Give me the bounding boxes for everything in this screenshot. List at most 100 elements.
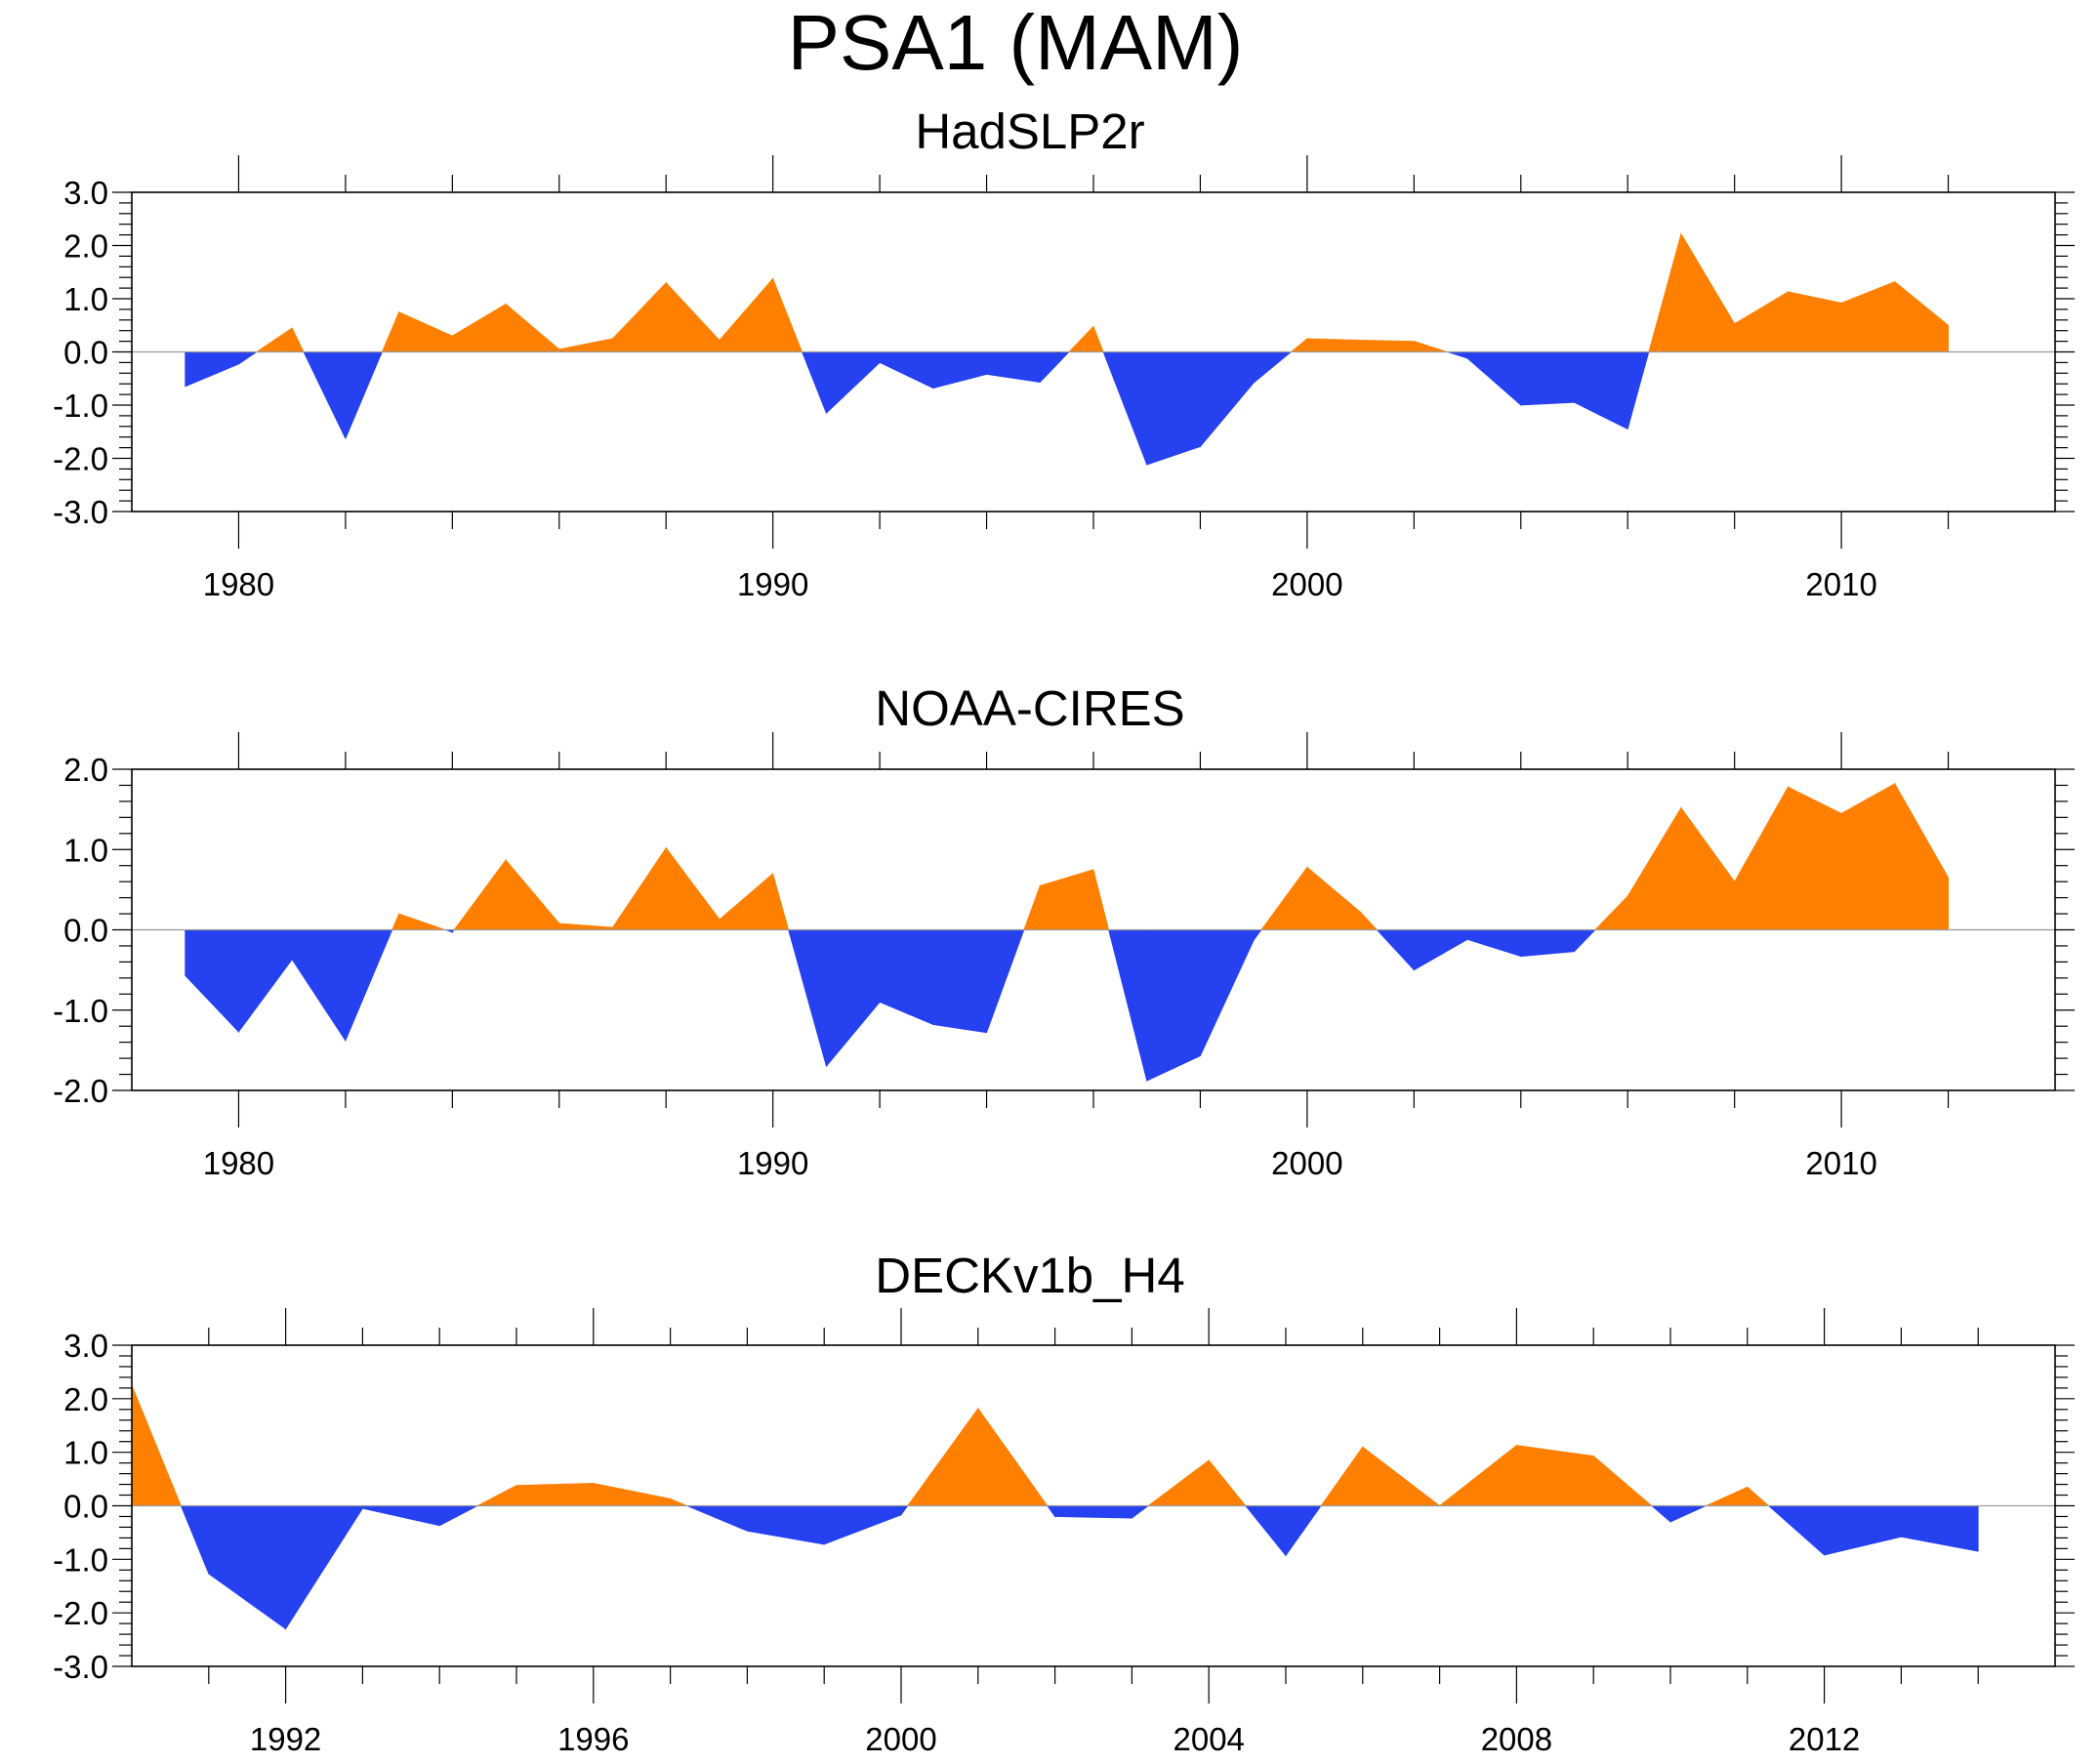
panel-title-hadslp2r: HadSLP2r	[915, 103, 1145, 159]
area-segment-positive	[398, 311, 453, 352]
y-tick-label: 1.0	[63, 281, 108, 317]
x-tick-label: 2008	[1481, 1721, 1552, 1757]
area-segment-negative	[1520, 351, 1575, 406]
area-segment-negative	[185, 351, 239, 388]
y-tick-label: -1.0	[53, 1541, 108, 1578]
y-tick-label: 3.0	[63, 175, 108, 211]
area-segment-positive	[1747, 1486, 1770, 1506]
area-segment-negative	[801, 351, 827, 414]
area-segment-positive	[772, 278, 803, 352]
x-tick-label: 2010	[1805, 1145, 1876, 1181]
panel-title-noaa-cires: NOAA-CIRES	[875, 680, 1185, 736]
area-segment-negative	[747, 1505, 825, 1545]
area-segment-positive	[1680, 806, 1736, 930]
area-segment-positive	[906, 1407, 979, 1506]
area-segment-positive	[1787, 291, 1842, 352]
area-segment-negative	[1376, 929, 1415, 971]
area-segment-negative	[1200, 929, 1255, 1056]
area-segment-positive	[719, 277, 774, 352]
x-tick-label: 2000	[1271, 1145, 1342, 1181]
area-segment-negative	[1574, 929, 1596, 953]
x-tick-label: 2000	[1271, 566, 1342, 602]
x-tick-label: 1990	[737, 1145, 808, 1181]
area-segment-negative	[1146, 929, 1201, 1082]
x-tick-label: 2004	[1173, 1721, 1244, 1757]
y-tick-label: -2.0	[53, 1073, 108, 1109]
x-tick-label: 1990	[737, 566, 808, 602]
area-segment-negative	[686, 1505, 748, 1532]
area-segment-negative	[238, 929, 293, 1034]
area-segment-negative	[361, 1505, 440, 1527]
area-segment-positive	[1039, 869, 1094, 930]
area-segment-positive	[1068, 325, 1094, 352]
area-segment-negative	[932, 929, 987, 1034]
area-segment-positive	[1840, 783, 1896, 930]
area-segment-positive	[558, 338, 613, 352]
area-segment-positive	[1306, 866, 1362, 930]
area-segment-positive	[505, 303, 560, 352]
x-tick-label: 1980	[203, 566, 274, 602]
area-segment-negative	[1285, 1505, 1322, 1557]
area-segment-negative	[1574, 351, 1628, 431]
area-segment-positive	[665, 846, 721, 930]
area-segment-negative	[986, 929, 1025, 1033]
area-segment-positive	[1734, 291, 1789, 352]
area-segment-negative	[825, 929, 881, 1068]
area-segment-positive	[1438, 1444, 1517, 1506]
area-segment-positive	[505, 858, 560, 930]
x-tick-label: 1996	[557, 1721, 629, 1757]
area-segment-negative	[825, 351, 881, 415]
area-segment-positive	[1092, 326, 1104, 352]
area-segment-negative	[1413, 929, 1468, 971]
y-tick-label: 2.0	[63, 1381, 108, 1417]
area-segment-negative	[291, 929, 347, 1043]
y-tick-label: 2.0	[63, 228, 108, 265]
area-segment-positive	[1260, 866, 1308, 930]
area-segment-positive	[451, 303, 507, 352]
y-tick-label: -2.0	[53, 1595, 108, 1631]
area-segment-negative	[1466, 929, 1522, 958]
area-segment-positive	[515, 1483, 595, 1506]
area-segment-positive	[612, 846, 667, 930]
area-segment-positive	[1320, 1445, 1364, 1506]
area-segment-positive	[1360, 911, 1379, 930]
x-tick-label: 2012	[1789, 1721, 1860, 1757]
area-segment-positive	[665, 281, 721, 352]
area-segment-negative	[1039, 351, 1070, 384]
area-segment-negative	[1108, 929, 1148, 1082]
area-segment-negative	[1102, 351, 1148, 466]
y-tick-label: -3.0	[53, 494, 108, 530]
area-segment-negative	[1901, 1505, 1979, 1552]
area-segment-positive	[1092, 869, 1110, 930]
area-segment-negative	[1447, 351, 1468, 359]
area-segment-positive	[977, 1407, 1049, 1506]
area-segment-positive	[1413, 341, 1448, 352]
area-segment-positive	[1290, 338, 1308, 352]
area-segment-negative	[1253, 351, 1293, 384]
y-tick-label: 3.0	[63, 1328, 108, 1364]
y-tick-label: 0.0	[63, 335, 108, 371]
area-segment-negative	[986, 351, 1041, 384]
y-tick-label: -1.0	[53, 993, 108, 1029]
panel-title-deckv1b-h4: DECKv1b_H4	[875, 1248, 1185, 1303]
area-segment-negative	[345, 929, 393, 1042]
y-tick-label: 1.0	[63, 832, 108, 868]
area-segment-positive	[1516, 1445, 1594, 1506]
area-segment-negative	[285, 1505, 363, 1630]
area-segment-negative	[823, 1505, 902, 1545]
area-segment-positive	[1894, 280, 1949, 352]
area-segment-positive	[1648, 233, 1682, 352]
area-segment-positive	[1360, 340, 1415, 352]
area-segment-positive	[1593, 894, 1628, 930]
area-segment-positive	[255, 327, 293, 352]
area-segment-negative	[788, 929, 827, 1067]
area-segment-positive	[558, 923, 613, 930]
area-segment-negative	[1650, 1505, 1671, 1523]
area-segment-negative	[1200, 351, 1255, 448]
area-segment-negative	[303, 351, 347, 439]
area-segment-negative	[900, 1505, 909, 1517]
area-segment-positive	[453, 858, 507, 930]
area-segment-positive	[719, 873, 774, 930]
area-segment-negative	[1626, 351, 1650, 430]
